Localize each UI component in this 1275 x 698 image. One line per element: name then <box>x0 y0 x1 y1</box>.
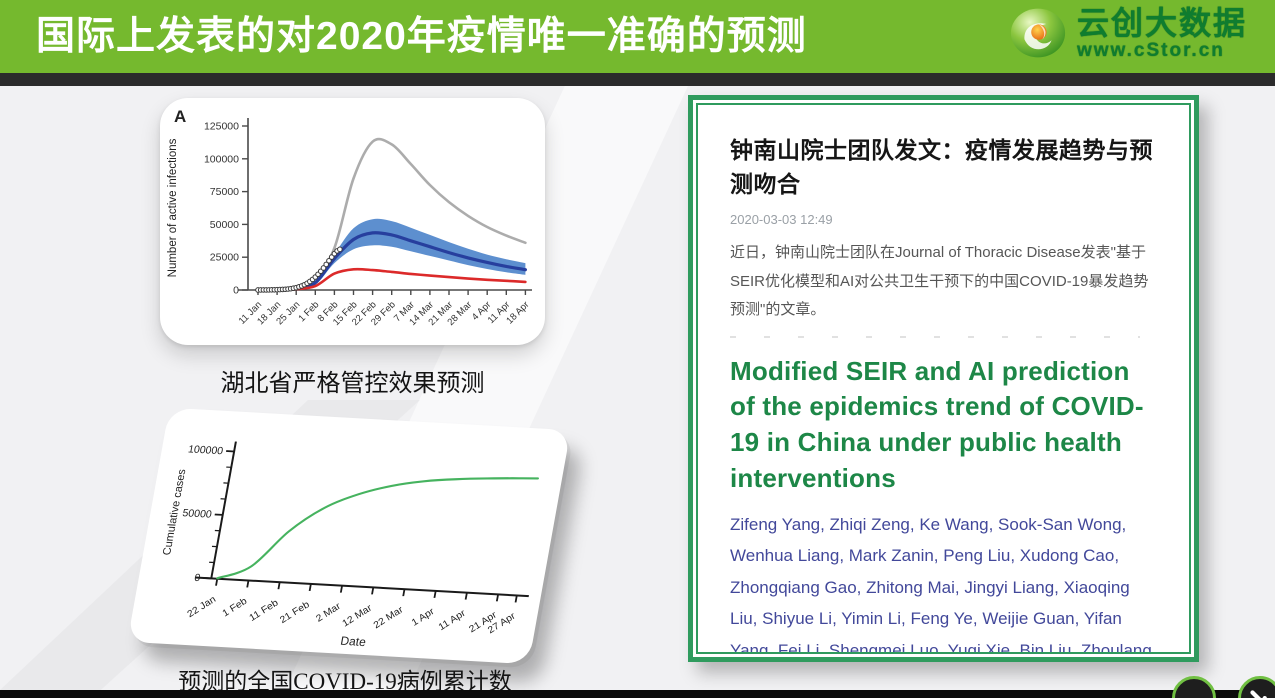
cstor-logo-text: 云创大数据 www.cStor.cn <box>1077 7 1247 60</box>
svg-text:2 Mar: 2 Mar <box>314 601 343 625</box>
article-headline: 钟南山院士团队发文：疫情发展趋势与预测吻合 <box>730 137 1153 197</box>
active-infections-chart-card: 0 25000 50000 75000 100000 125000 11 Jan 18 Jan… <box>160 98 545 345</box>
svg-text:0: 0 <box>233 285 239 297</box>
svg-text:Number of active infections: Number of active infections <box>167 138 179 277</box>
svg-text:Date: Date <box>339 634 367 649</box>
svg-text:22 Jan: 22 Jan <box>186 594 218 620</box>
svg-text:100000: 100000 <box>204 153 239 165</box>
paper-authors: Zifeng Yang, Zhiqi Zeng, Ke Wang, Sook-S… <box>730 515 1152 654</box>
chart-b-caption: 预测的全国COVID-19病例累计数 <box>178 669 512 694</box>
observed-dots <box>255 246 343 293</box>
article-body: 近日，钟南山院士团队在Journal of Thoracic Disease发表… <box>730 244 1149 318</box>
next-arrow-icon <box>1250 690 1267 698</box>
svg-text:21 Feb: 21 Feb <box>278 599 311 626</box>
article-panel: 钟南山院士团队发文：疫情发展趋势与预测吻合 2020-03-03 12:49 近… <box>688 95 1199 662</box>
chart-a-caption: 湖北省严格管控效果预测 <box>220 370 485 397</box>
article-panel-inner: 钟南山院士团队发文：疫情发展趋势与预测吻合 2020-03-03 12:49 近… <box>696 103 1191 654</box>
prev-slide-button[interactable] <box>1172 676 1216 698</box>
header-divider <box>0 73 1275 86</box>
svg-text:11 Feb: 11 Feb <box>248 597 281 623</box>
svg-text:25000: 25000 <box>210 252 239 264</box>
logo-url: www.cStor.cn <box>1076 39 1225 61</box>
svg-text:1 Feb: 1 Feb <box>296 299 321 324</box>
svg-text:0: 0 <box>193 572 201 584</box>
svg-text:12 Mar: 12 Mar <box>341 603 375 630</box>
svg-text:1 Feb: 1 Feb <box>221 596 249 620</box>
svg-text:11 Apr: 11 Apr <box>437 608 468 633</box>
svg-text:100000: 100000 <box>187 443 224 457</box>
svg-text:A: A <box>174 107 186 126</box>
cumulative-cases-chart-card: 0 50000 100000 22 Jan 1 Feb 11 Feb 21 Feb 2 Mar… <box>127 407 571 665</box>
svg-text:125000: 125000 <box>204 121 239 133</box>
logo-brand: 云创大数据 <box>1076 4 1247 41</box>
cstor-logo: 云创大数据 www.cStor.cn <box>1009 5 1247 61</box>
svg-text:22 Mar: 22 Mar <box>372 604 406 631</box>
bottom-bar <box>0 690 1275 698</box>
article-timestamp: 2020-03-03 12:49 <box>730 212 833 227</box>
slide-header: 国际上发表的对2020年疫情唯一准确的预测 云创大数据 www.cS <box>0 0 1275 73</box>
cstor-logo-icon <box>1010 8 1066 58</box>
svg-text:75000: 75000 <box>210 186 239 198</box>
svg-text:1 Apr: 1 Apr <box>410 606 437 629</box>
faded-text-row <box>730 335 1140 338</box>
paper-title: Modified SEIR and AI prediction of the e… <box>730 355 1144 494</box>
next-slide-button[interactable] <box>1238 676 1275 698</box>
svg-text:50000: 50000 <box>210 219 239 231</box>
red-line <box>256 267 527 292</box>
slide-title: 国际上发表的对2020年疫情唯一准确的预测 <box>36 15 807 58</box>
svg-text:50000: 50000 <box>181 507 212 520</box>
green-line <box>216 477 539 580</box>
